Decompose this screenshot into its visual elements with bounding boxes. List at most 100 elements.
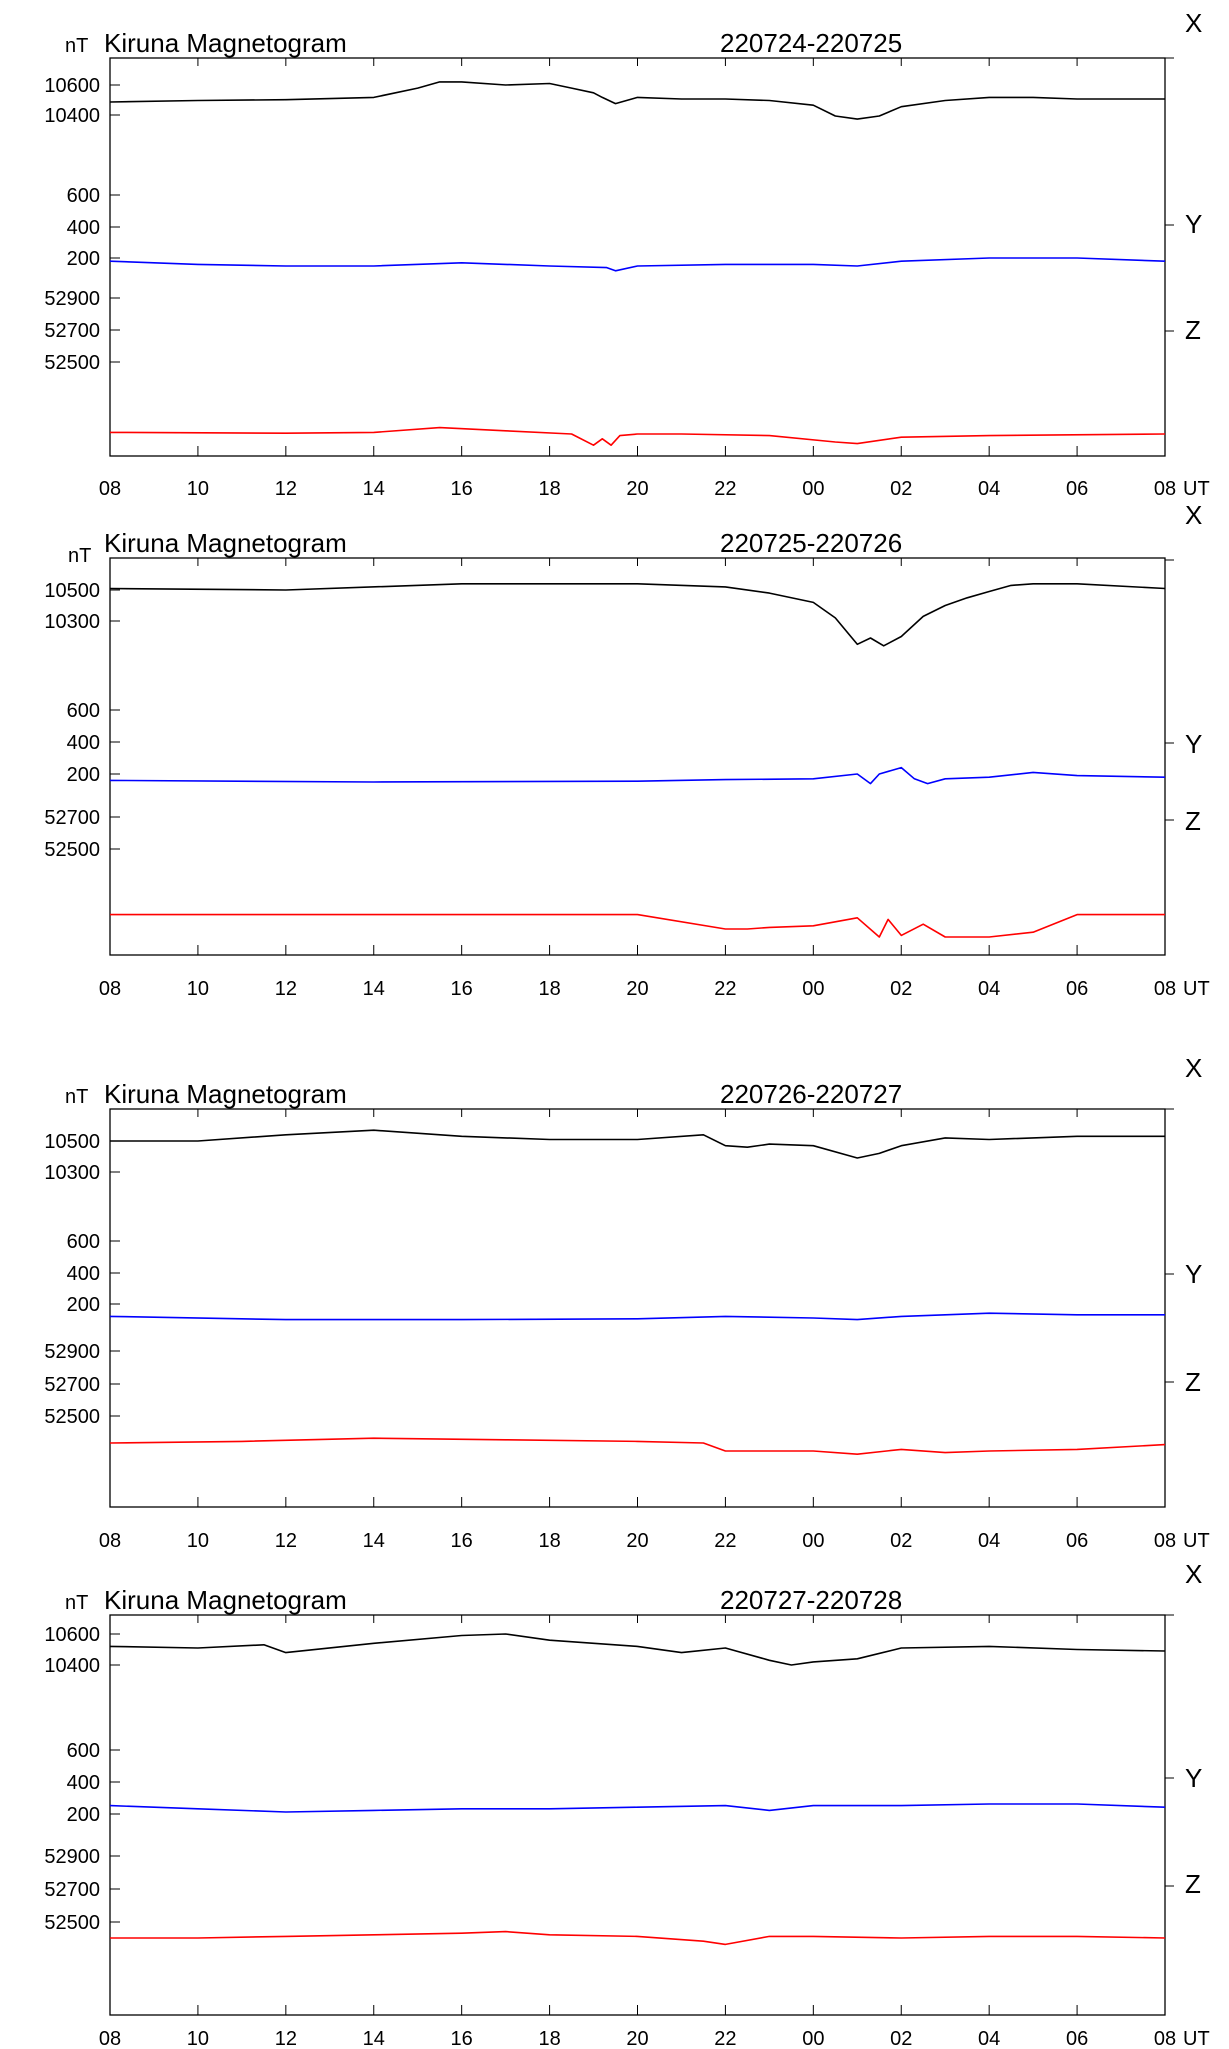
x-tick-label: 08	[1154, 1530, 1176, 1552]
component-label-y: Y	[1185, 209, 1202, 239]
y-tick-label: 10600	[44, 1624, 100, 1646]
magnetogram-panel-4: Kiruna Magnetogram 220727-220728nT1060010…	[44, 1559, 1209, 2049]
component-label-z: Z	[1185, 806, 1201, 836]
y-tick-label: 400	[67, 1772, 100, 1794]
x-tick-label: 16	[451, 478, 473, 500]
x-tick-label: 08	[1154, 2028, 1176, 2049]
y-tick-label: 600	[67, 185, 100, 207]
chart-title: Kiruna Magnetogram	[104, 1585, 347, 1615]
y-tick-label: 52900	[44, 1341, 100, 1363]
x-tick-label: 06	[1066, 478, 1088, 500]
y-tick-label: 52900	[44, 1846, 100, 1868]
x-tick-label: 12	[275, 478, 297, 500]
component-label-y: Y	[1185, 1259, 1202, 1289]
x-tick-label: 08	[1154, 478, 1176, 500]
x-tick-label: 16	[451, 978, 473, 1000]
time-unit-label: UT	[1183, 2028, 1210, 2049]
magnetogram-panel-2: Kiruna Magnetogram 220725-220726 nT 10500 10…	[44, 500, 1209, 1000]
plot-frame	[109, 1108, 1166, 1508]
x-tick-label: 06	[1066, 978, 1088, 1000]
y-tick-label: 600	[67, 700, 100, 722]
x-tick-label: 18	[538, 2028, 560, 2049]
component-label-x: X	[1185, 1053, 1202, 1083]
x-tick-label: 00	[802, 478, 824, 500]
plot-frame	[109, 557, 1166, 956]
y-tick-label: 52500	[44, 1406, 100, 1428]
x-tick-label: 20	[626, 1530, 648, 1552]
series-line-x	[109, 81, 1165, 120]
x-tick-label: 08	[99, 1530, 121, 1552]
time-unit-label: UT	[1183, 978, 1210, 1000]
y-tick-label: 10400	[44, 105, 100, 127]
date-range: 220726-220727	[720, 1079, 902, 1109]
x-tick-label: 02	[890, 478, 912, 500]
y-tick-label: 52900	[44, 288, 100, 310]
y-tick-label: 52500	[44, 352, 100, 374]
y-tick-label: 10400	[44, 1655, 100, 1677]
unit-label: nT	[65, 35, 88, 57]
x-tick-label: 02	[890, 2028, 912, 2049]
series-line-z	[110, 1930, 1166, 1946]
y-tick-label: 10500	[44, 580, 100, 602]
magnetogram-panel-3: Kiruna Magnetogram 220726-220727 nT 10500 10…	[44, 1053, 1209, 1552]
x-tick-label: 00	[802, 978, 824, 1000]
series-line-z	[110, 913, 1165, 938]
unit-label: nT	[65, 1592, 88, 1614]
x-tick-label: 16	[451, 1530, 473, 1552]
x-tick-label: 16	[451, 2028, 473, 2049]
y-tick-label: 10300	[44, 611, 100, 633]
x-tick-label: 04	[978, 1530, 1000, 1552]
x-tick-label: 20	[626, 2028, 648, 2049]
x-tick-label: 08	[1154, 978, 1176, 1000]
component-label-y: Y	[1185, 1763, 1202, 1793]
y-tick-label: 10600	[44, 75, 100, 97]
x-tick-label: 10	[187, 1530, 209, 1552]
date-range: 220724-220725	[720, 28, 902, 58]
component-label-z: Z	[1185, 1367, 1201, 1397]
x-tick-label: 00	[802, 2028, 824, 2049]
x-tick-label: 04	[978, 978, 1000, 1000]
x-tick-label: 12	[275, 1530, 297, 1552]
x-tick-label: 02	[890, 978, 912, 1000]
y-tick-label: 600	[67, 1231, 100, 1253]
y-tick-label: 52500	[44, 839, 100, 861]
time-unit-label: UT	[1183, 478, 1210, 500]
series-line-x	[109, 1633, 1166, 1666]
y-tick-label: 200	[67, 248, 100, 270]
component-label-x: X	[1185, 1559, 1202, 1589]
series-line-z	[109, 1437, 1166, 1455]
y-tick-label: 52500	[44, 1912, 100, 1934]
y-tick-label: 52700	[44, 807, 100, 829]
y-tick-label: 52700	[44, 1879, 100, 1901]
x-tick-label: 08	[99, 978, 121, 1000]
x-tick-label: 04	[978, 2028, 1000, 2049]
x-tick-label: 14	[363, 978, 385, 1000]
chart-title: Kiruna Magnetogram	[104, 28, 347, 58]
chart-title: Kiruna Magnetogram	[104, 528, 347, 558]
unit-label: nT	[68, 545, 91, 567]
x-tick-label: 10	[187, 478, 209, 500]
component-label-y: Y	[1185, 729, 1202, 759]
y-tick-label: 200	[67, 1804, 100, 1826]
series-line-y	[109, 257, 1166, 272]
x-tick-label: 18	[538, 1530, 560, 1552]
time-unit-label: UT	[1183, 1530, 1210, 1552]
x-tick-label: 12	[275, 2028, 297, 2049]
plot-frame	[109, 1614, 1166, 2016]
x-tick-label: 00	[802, 1530, 824, 1552]
x-tick-label: 10	[187, 978, 209, 1000]
y-tick-label: 600	[67, 1740, 100, 1762]
unit-label: nT	[65, 1086, 88, 1108]
x-tick-label: 14	[363, 1530, 385, 1552]
x-tick-label: 18	[538, 478, 560, 500]
x-tick-label: 12	[275, 978, 297, 1000]
series-line-z	[109, 426, 1166, 447]
y-tick-label: 52700	[44, 320, 100, 342]
x-tick-label: 14	[363, 478, 385, 500]
x-tick-label: 10	[187, 2028, 209, 2049]
date-range: 220727-220728	[720, 1585, 902, 1615]
x-tick-label: 20	[626, 478, 648, 500]
date-range: 220725-220726	[720, 528, 902, 558]
y-tick-label: 400	[67, 1263, 100, 1285]
